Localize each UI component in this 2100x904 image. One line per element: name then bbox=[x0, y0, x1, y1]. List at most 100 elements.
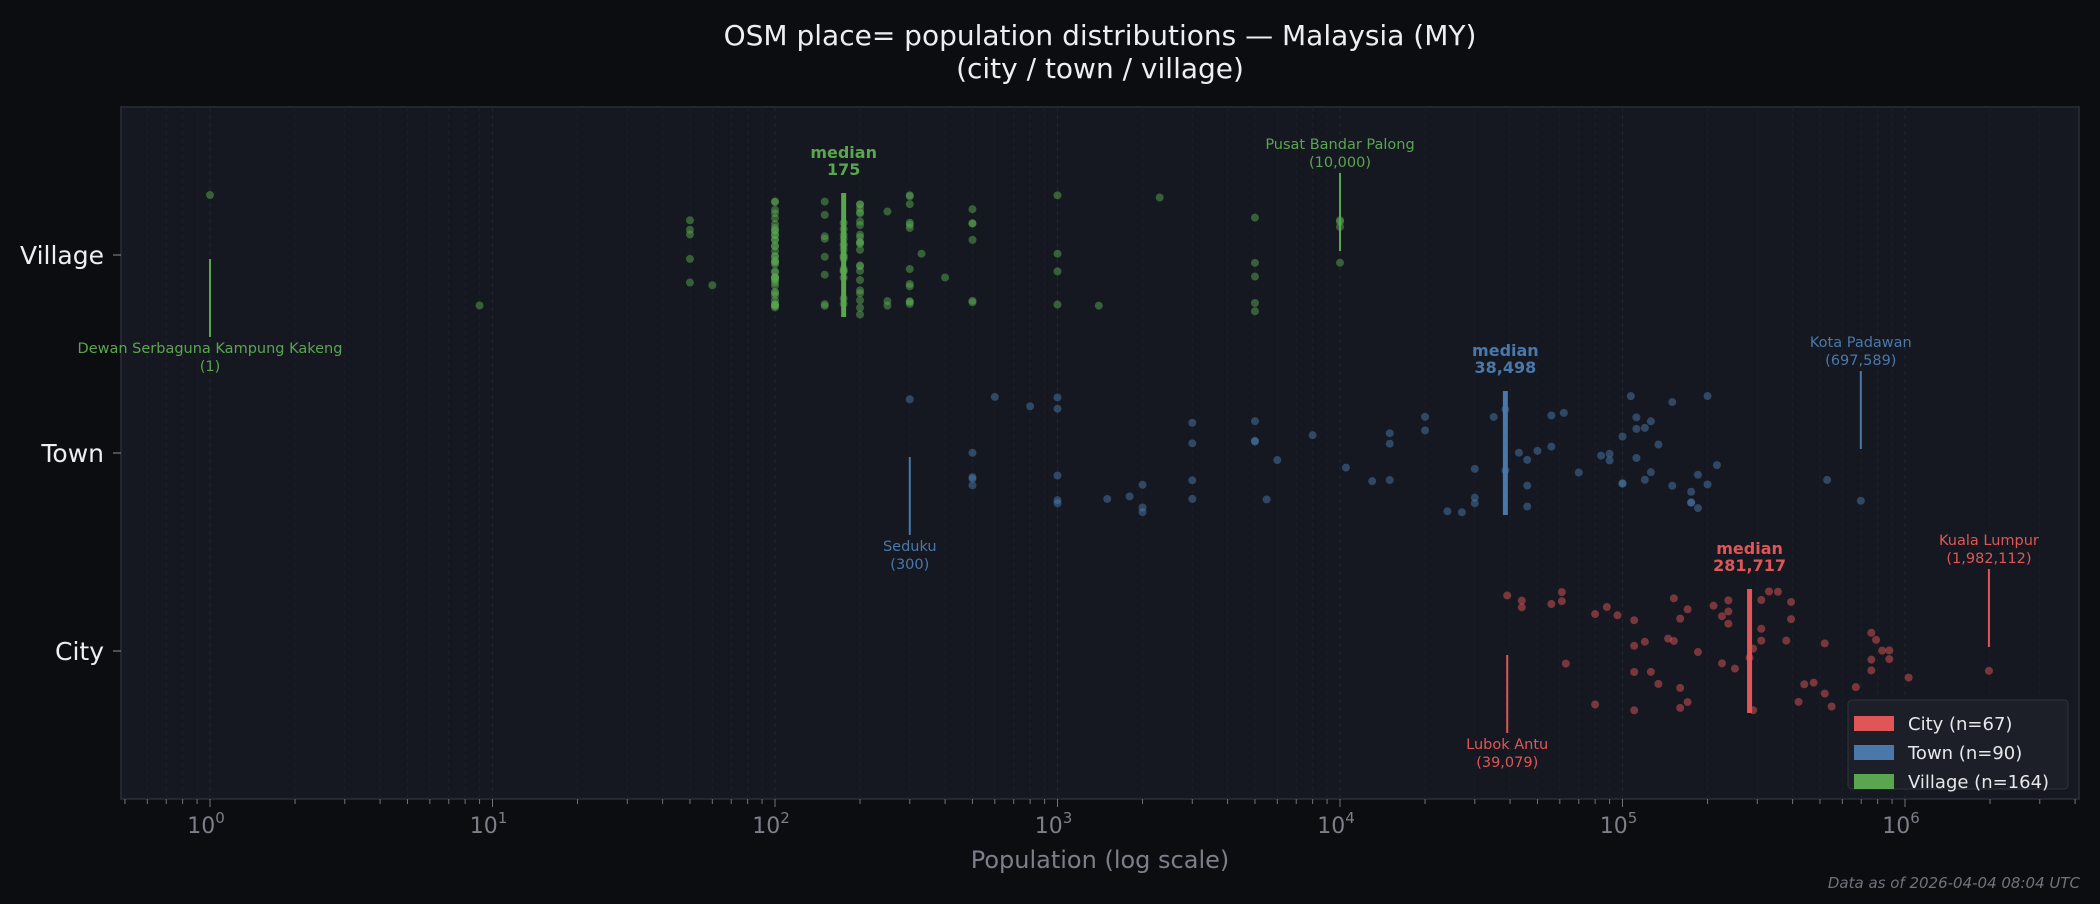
city-point bbox=[1630, 667, 1639, 676]
village-point bbox=[1053, 249, 1062, 258]
city-point bbox=[1557, 597, 1566, 606]
village-point bbox=[905, 279, 914, 288]
village-point bbox=[685, 216, 694, 225]
village-point bbox=[856, 239, 865, 248]
village-min-name: Dewan Serbaguna Kampung Kakeng bbox=[78, 341, 343, 357]
village-point bbox=[1250, 213, 1259, 222]
city-point bbox=[1764, 587, 1773, 596]
city-point bbox=[1517, 596, 1526, 605]
town-min-value: (300) bbox=[890, 557, 929, 573]
village-point bbox=[685, 254, 694, 263]
city-point bbox=[1800, 680, 1809, 689]
town-point bbox=[1053, 393, 1062, 402]
village-point bbox=[941, 273, 950, 282]
city-max-value: (1,982,112) bbox=[1946, 551, 2031, 567]
town-point bbox=[1385, 439, 1394, 448]
village-point bbox=[475, 301, 484, 310]
legend-swatch-city bbox=[1854, 716, 1894, 731]
town-point bbox=[1262, 495, 1271, 504]
village-point bbox=[820, 197, 829, 206]
town-point bbox=[1632, 413, 1641, 422]
city-point bbox=[1757, 596, 1766, 605]
town-point bbox=[1053, 471, 1062, 480]
village-point bbox=[820, 252, 829, 261]
village-point bbox=[1250, 258, 1259, 267]
x-tick-label: 102 bbox=[752, 809, 790, 839]
town-min-name: Seduku bbox=[883, 539, 937, 555]
city-point bbox=[1872, 635, 1881, 644]
city-point bbox=[1724, 596, 1733, 605]
city-median-value: 281,717 bbox=[1713, 556, 1786, 575]
town-point bbox=[1138, 480, 1147, 489]
x-tick-label: 106 bbox=[1882, 809, 1920, 839]
town-point bbox=[1597, 451, 1606, 460]
village-point bbox=[771, 223, 779, 232]
village-point bbox=[771, 268, 779, 277]
town-point bbox=[1273, 456, 1282, 465]
town-point bbox=[968, 474, 977, 483]
city-point bbox=[1693, 648, 1702, 657]
town-point bbox=[1188, 439, 1197, 448]
city-point bbox=[1630, 706, 1639, 715]
town-point bbox=[1618, 432, 1627, 441]
village-point bbox=[856, 262, 865, 271]
village-point bbox=[1250, 299, 1259, 308]
city-point bbox=[1669, 636, 1678, 645]
town-point bbox=[1687, 487, 1696, 496]
village-point bbox=[968, 219, 977, 228]
city-point bbox=[1676, 683, 1685, 692]
x-tick-label: 105 bbox=[1600, 809, 1638, 839]
city-point bbox=[1878, 646, 1887, 655]
city-point bbox=[1640, 637, 1649, 646]
city-point bbox=[1885, 646, 1894, 655]
city-point bbox=[1646, 667, 1655, 676]
village-point bbox=[968, 205, 977, 214]
village-point bbox=[856, 200, 865, 209]
town-point bbox=[1053, 496, 1062, 505]
city-point bbox=[1984, 666, 1993, 675]
city-point bbox=[1809, 678, 1818, 687]
village-point bbox=[820, 210, 829, 219]
city-point bbox=[1867, 666, 1876, 675]
town-point bbox=[1421, 412, 1430, 421]
town-point bbox=[1053, 404, 1062, 413]
town-point bbox=[1703, 480, 1712, 489]
city-point bbox=[1827, 702, 1836, 711]
town-point bbox=[1646, 417, 1655, 426]
town-point bbox=[1470, 464, 1479, 473]
x-tick-label: 103 bbox=[1035, 809, 1073, 839]
village-point bbox=[905, 191, 914, 200]
village-point bbox=[856, 208, 865, 217]
city-point bbox=[1885, 655, 1894, 664]
village-point bbox=[905, 200, 914, 209]
town-point bbox=[1654, 440, 1663, 449]
village-point bbox=[771, 198, 779, 207]
legend-swatch-village bbox=[1854, 774, 1894, 789]
town-point bbox=[1138, 503, 1147, 512]
city-point bbox=[1561, 659, 1570, 668]
village-point bbox=[856, 245, 865, 254]
town-point bbox=[1640, 423, 1649, 432]
y-tick-label-town: Town bbox=[40, 439, 104, 468]
town-point bbox=[1188, 418, 1197, 427]
town-point bbox=[1823, 475, 1832, 484]
town-point bbox=[1632, 424, 1641, 433]
town-point bbox=[1856, 496, 1865, 505]
footer-timestamp: Data as of 2026-04-04 08:04 UTC bbox=[1828, 874, 2081, 892]
city-point bbox=[1757, 636, 1766, 645]
city-point bbox=[1654, 679, 1663, 688]
town-point bbox=[1250, 437, 1259, 446]
village-point bbox=[771, 252, 779, 261]
town-point bbox=[1341, 463, 1350, 472]
city-point bbox=[1787, 615, 1796, 624]
town-point bbox=[1605, 449, 1614, 458]
legend-box bbox=[1847, 699, 2069, 790]
legend-label-city: City (n=67) bbox=[1908, 714, 2012, 735]
city-point bbox=[1547, 599, 1556, 608]
village-point bbox=[856, 310, 865, 319]
village-point bbox=[883, 297, 892, 306]
city-point bbox=[1730, 664, 1739, 673]
village-point bbox=[856, 275, 865, 284]
city-point bbox=[1867, 628, 1876, 637]
legend-label-town: Town (n=90) bbox=[1907, 743, 2022, 764]
